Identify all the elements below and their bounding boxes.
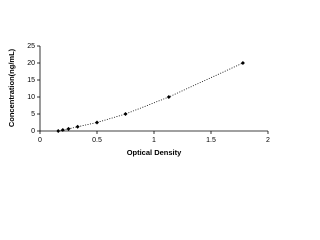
- data-point: [123, 112, 128, 116]
- y-tick-label: 20: [27, 60, 35, 67]
- y-tick-label: 0: [31, 128, 35, 135]
- x-tick-label: 1: [152, 137, 156, 144]
- x-tick-label: 1.5: [206, 137, 216, 144]
- data-point: [56, 129, 61, 133]
- y-tick-label: 25: [27, 43, 35, 50]
- y-tick-label: 15: [27, 77, 35, 84]
- x-axis-label: Optical Density: [127, 148, 182, 157]
- data-point: [66, 126, 71, 131]
- data-point: [166, 95, 171, 99]
- y-tick-label: 5: [31, 111, 35, 118]
- data-point: [60, 127, 65, 132]
- data-point: [75, 124, 80, 129]
- x-tick-label: 0: [38, 137, 42, 144]
- data-point: [240, 61, 245, 65]
- y-tick-label: 10: [27, 94, 35, 101]
- y-axis-label: Concentration(ng/mL): [7, 48, 16, 127]
- chart: Optical Density Concentration(ng/mL) 0 5 1…: [7, 43, 270, 157]
- x-tick-label: 0.5: [92, 137, 102, 144]
- data-point: [95, 120, 99, 125]
- x-tick-label: 2: [266, 137, 270, 144]
- fit-line: [58, 62, 244, 132]
